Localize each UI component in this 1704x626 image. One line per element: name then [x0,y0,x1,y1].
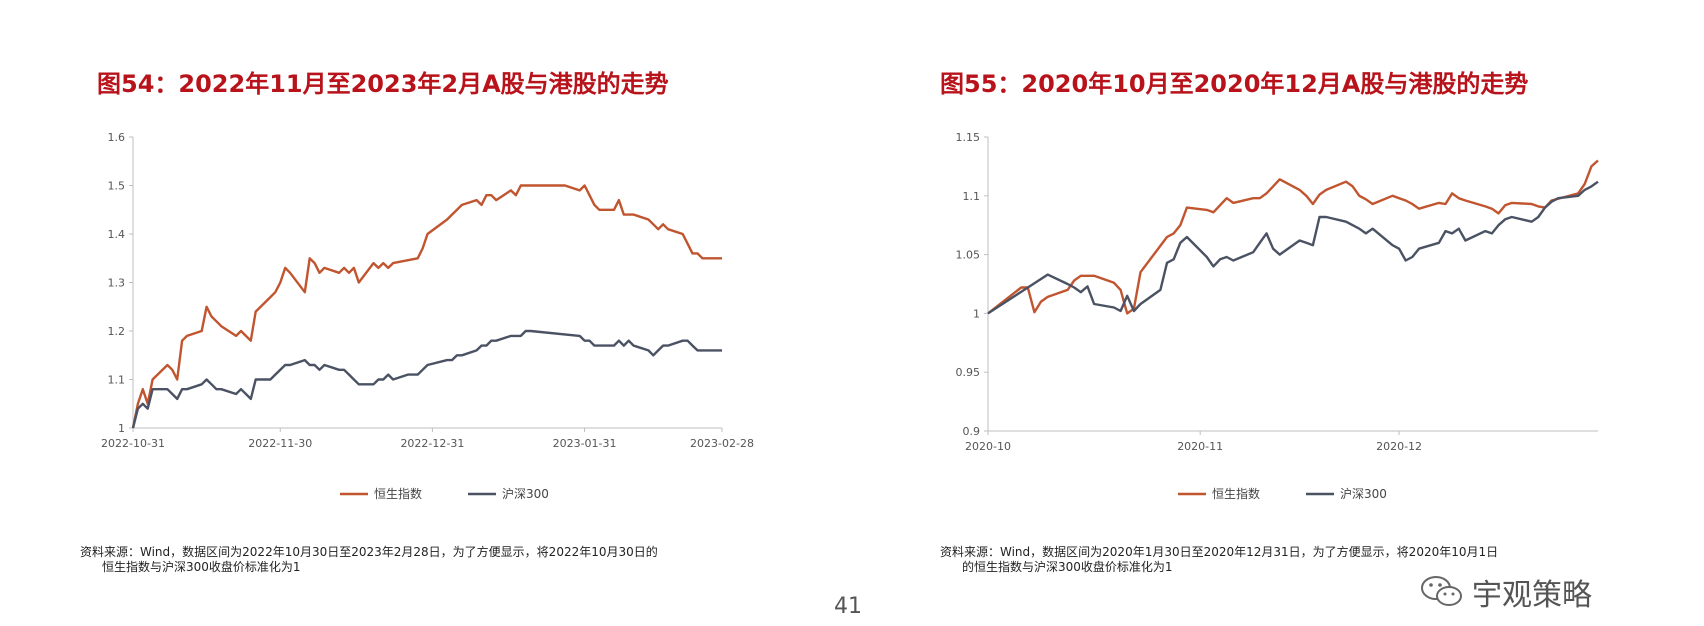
chart-title-right: 图55：2020年10月至2020年12月A股与港股的走势 [940,70,1529,98]
y-tick-label: 0.9 [963,425,981,438]
x-tick-label: 2020-10 [965,440,1011,453]
x-tick-label: 2023-01-31 [553,437,617,450]
x-tick-label: 2020-12 [1376,440,1422,453]
x-tick-label: 2022-10-31 [101,437,165,450]
brand-logo: 宇观策略 [1420,570,1592,614]
page-number: 41 [834,594,862,619]
y-tick-label: 1.3 [108,277,126,290]
x-tick-label: 2022-11-30 [248,437,312,450]
y-tick-label: 1.2 [108,325,126,338]
wechat-icon [1421,576,1462,606]
y-tick-label: 0.95 [956,366,981,379]
y-tick-label: 1.05 [956,249,981,262]
y-tick-label: 1 [118,422,125,435]
y-tick-label: 1 [973,307,980,320]
y-tick-label: 1.5 [108,180,126,193]
series-line-hsi [131,184,722,429]
legend-label: 恒生指数 [374,486,422,501]
chart-title-left: 图54：2022年11月至2023年2月A股与港股的走势 [97,70,669,98]
series-line-csi300 [987,180,1599,315]
source-note-left-line2: 恒生指数与沪深300收盘价标准化为1 [102,560,301,574]
source-note-right-line1: 资料来源：Wind，数据区间为2020年1月30日至2020年12月31日，为了… [940,545,1499,559]
source-note-left-line1: 资料来源：Wind，数据区间为2022年10月30日至2023年2月28日，为了… [80,545,658,559]
brand-logo-text: 宇观策略 [1472,578,1592,613]
y-tick-label: 1.15 [956,131,981,144]
x-tick-label: 2023-02-28 [690,437,754,450]
y-tick-label: 1.1 [963,190,981,203]
source-note-left: 资料来源：Wind，数据区间为2022年10月30日至2023年2月28日，为了… [80,545,658,575]
series-line-csi300 [131,329,722,429]
legend-label: 恒生指数 [1212,486,1260,501]
series-line-hsi [987,159,1599,315]
y-tick-label: 1.4 [108,228,126,241]
legend-label: 沪深300 [1340,487,1387,501]
legend-label: 沪深300 [502,487,549,501]
x-tick-label: 2022-12-31 [400,437,464,450]
source-note-right-line2: 的恒生指数与沪深300收盘价标准化为1 [962,560,1173,574]
y-tick-label: 1.6 [108,131,126,144]
source-note-right: 资料来源：Wind，数据区间为2020年1月30日至2020年12月31日，为了… [940,545,1498,575]
y-tick-label: 1.1 [108,374,126,387]
x-tick-label: 2020-11 [1177,440,1223,453]
